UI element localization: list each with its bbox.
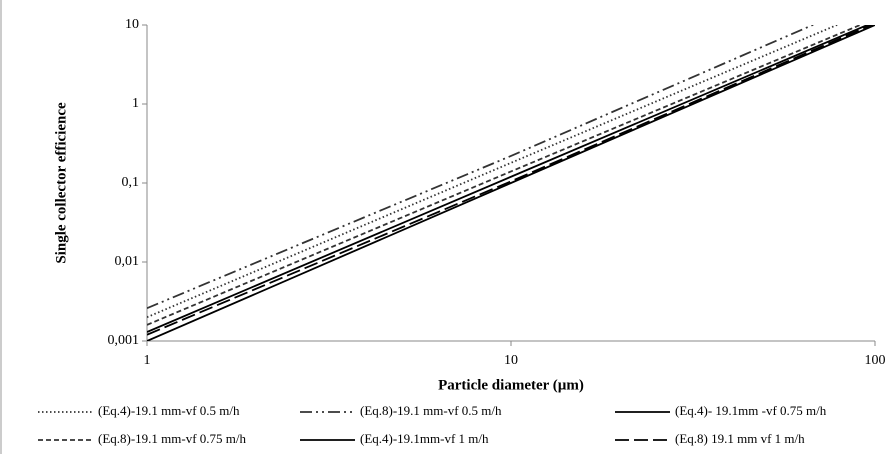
y-tick-label: 0,001 <box>108 333 140 348</box>
y-tick-label: 0,01 <box>115 254 140 269</box>
legend-label: (Eq.4)- 19.1mm -vf 0.75 m/h <box>675 403 827 418</box>
legend-label: (Eq.8) 19.1 mm vf 1 m/h <box>675 431 805 446</box>
y-tick-label: 1 <box>132 96 139 111</box>
x-tick-label: 10 <box>504 353 518 368</box>
legend-label: (Eq.4)-19.1mm-vf 1 m/h <box>360 431 489 446</box>
y-tick-label: 0,1 <box>122 175 140 190</box>
series-line <box>147 25 875 341</box>
y-tick-label: 10 <box>125 17 139 32</box>
series-line <box>147 25 870 333</box>
x-tick-label: 1 <box>144 353 151 368</box>
x-axis-title: Particle diameter (µm) <box>438 377 584 393</box>
legend-label: (Eq.4)-19.1 mm-vf 0.5 m/h <box>98 403 240 418</box>
series-line <box>147 25 840 319</box>
y-axis-title: Single collector efficience <box>53 102 69 264</box>
series-line <box>147 25 815 310</box>
legend-label: (Eq.8)-19.1 mm-vf 0.75 m/h <box>98 431 247 446</box>
series-line <box>147 25 863 326</box>
plot-lines <box>147 25 875 341</box>
legend-label: (Eq.8)-19.1 mm-vf 0.5 m/h <box>360 403 502 418</box>
series-line <box>147 25 874 336</box>
x-tick-label: 100 <box>865 353 886 368</box>
